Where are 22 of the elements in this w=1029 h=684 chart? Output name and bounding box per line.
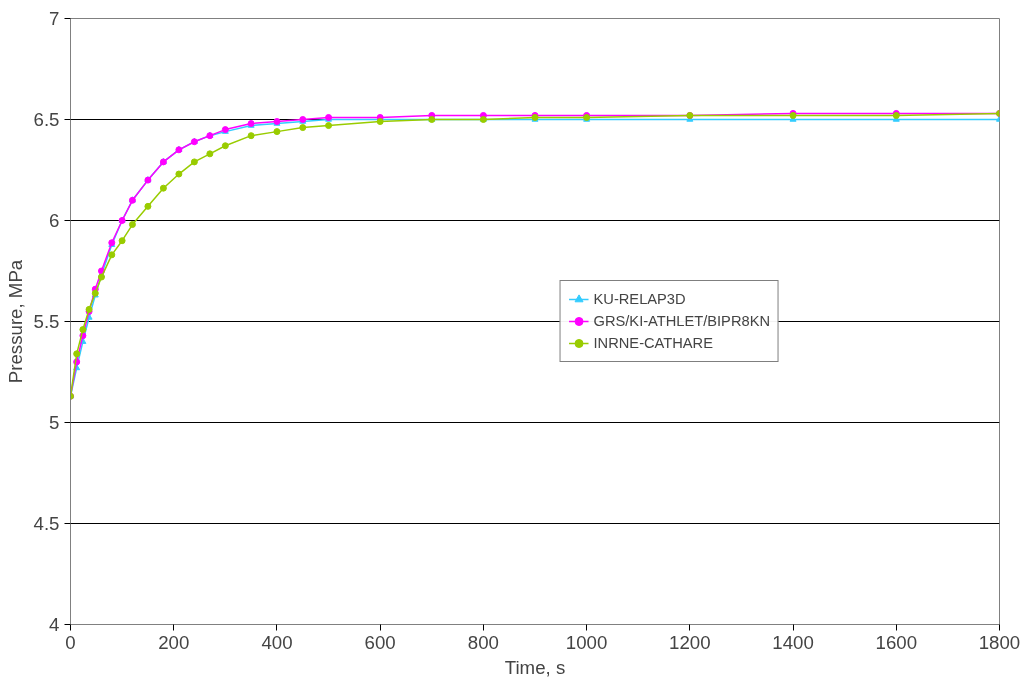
x-tick-label: 1800 bbox=[978, 631, 1021, 653]
y-tick-label: 6 bbox=[49, 210, 60, 231]
x-tick-label: 0 bbox=[65, 631, 76, 653]
legend-label: KU-RELAP3D bbox=[593, 291, 686, 307]
y-tick-label: 7 bbox=[49, 8, 60, 29]
x-tick-label: 200 bbox=[158, 631, 190, 653]
y-tick-label: 6.5 bbox=[33, 109, 60, 130]
legend-label: GRS/KI-ATHLET/BIPR8KN bbox=[593, 313, 770, 329]
x-tick-label: 800 bbox=[467, 631, 499, 653]
x-tick-label: 1000 bbox=[565, 631, 608, 653]
x-tick-label: 1600 bbox=[875, 631, 918, 653]
y-tick-label: 4.5 bbox=[33, 513, 60, 534]
legend-label: INRNE-CATHARE bbox=[593, 335, 713, 351]
x-tick-label: 1200 bbox=[669, 631, 711, 653]
y-tick-label: 5 bbox=[49, 412, 60, 433]
x-tick-label: 400 bbox=[261, 631, 293, 653]
x-tick-label: 600 bbox=[364, 631, 396, 653]
x-axis-title: Time, s bbox=[504, 656, 566, 678]
y-tick-label: 4 bbox=[49, 614, 60, 635]
x-tick-label: 1400 bbox=[772, 631, 814, 653]
y-tick-label: 5.5 bbox=[33, 311, 60, 332]
y-axis-title: Pressure, MPa bbox=[4, 259, 26, 384]
